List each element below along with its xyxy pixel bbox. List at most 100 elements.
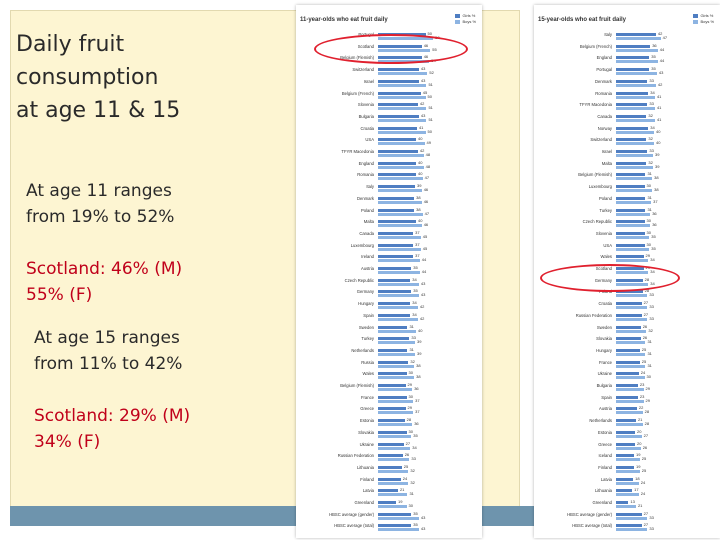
value-label: 38 xyxy=(416,206,421,212)
bar xyxy=(616,212,651,216)
value-label: 33 xyxy=(649,292,654,298)
value-label: 39 xyxy=(655,152,660,157)
bar xyxy=(378,173,416,177)
value-label: 33 xyxy=(649,101,654,107)
category-label: Spain xyxy=(363,312,374,318)
bar-row: Belgium (French) 44 36 xyxy=(534,43,720,54)
bar-row: Canada 45 37 xyxy=(296,230,482,241)
bar xyxy=(378,212,423,216)
bar xyxy=(378,208,415,212)
highlight-ring-scotland-11 xyxy=(314,34,468,64)
value-label: 32 xyxy=(410,467,415,473)
category-label: Malta xyxy=(363,219,374,225)
category-label: Lithuania xyxy=(595,488,612,494)
value-label: 18 xyxy=(635,475,640,481)
bar-row: Luxembourg 45 37 xyxy=(296,242,482,253)
value-label: 40 xyxy=(656,140,661,146)
value-label: 39 xyxy=(655,163,660,169)
value-label: 43 xyxy=(658,70,664,76)
category-label: Ukraine xyxy=(359,441,374,447)
value-label: 46 xyxy=(423,187,429,193)
value-label: 31 xyxy=(647,206,652,212)
value-label: 40 xyxy=(418,136,423,142)
value-label: 43 xyxy=(420,280,426,286)
bar xyxy=(378,372,407,376)
age-15-range: At age 15 ranges from 11% to 42% xyxy=(34,328,183,374)
bar xyxy=(378,118,427,122)
value-label: 40 xyxy=(418,159,423,165)
category-label: Croatia xyxy=(598,301,613,307)
bar xyxy=(378,501,397,504)
bar xyxy=(378,220,416,224)
bar-row: Ireland 44 37 xyxy=(296,253,482,264)
value-label: 35 xyxy=(413,522,418,528)
bar-row: Turkey 39 33 xyxy=(296,335,482,346)
bar xyxy=(378,224,422,228)
value-label: 52 xyxy=(429,70,434,76)
bar-row: France 31 25 xyxy=(534,359,720,370)
bar xyxy=(616,231,645,235)
category-label: Hungary xyxy=(358,301,374,307)
bar-row: Spain 29 23 xyxy=(534,394,720,405)
bar-row: USA 49 40 xyxy=(296,136,482,147)
bar-row: HBSC average (gender) 33 27 xyxy=(534,511,720,522)
bar xyxy=(616,56,650,60)
bar xyxy=(616,224,651,228)
category-label: Poland xyxy=(598,195,612,201)
bar xyxy=(616,243,645,247)
bar-row: Russia 38 32 xyxy=(296,359,482,370)
bar xyxy=(378,306,418,310)
bar-row: Sweden 40 31 xyxy=(296,324,482,335)
category-label: Germany xyxy=(356,289,374,295)
bar xyxy=(616,83,656,87)
bar xyxy=(616,60,658,64)
value-label: 42 xyxy=(657,31,663,36)
bar xyxy=(616,376,645,380)
value-label: 19 xyxy=(398,499,403,504)
bar xyxy=(378,72,428,76)
category-label: Slovenia xyxy=(595,230,612,236)
category-label: Estonia xyxy=(598,429,612,435)
bar-row: Malta 46 40 xyxy=(296,218,482,229)
bar xyxy=(378,399,414,403)
value-label: 42 xyxy=(419,148,425,153)
value-label: 28 xyxy=(644,421,650,427)
bar-row: Hungary 31 25 xyxy=(534,347,720,358)
bar-row: Italy 47 42 xyxy=(534,31,720,42)
bar xyxy=(378,528,419,532)
bar xyxy=(378,458,410,462)
bar xyxy=(616,419,636,423)
bar-row: Estonia 36 28 xyxy=(296,417,482,428)
bar-row: Czech Republic 36 30 xyxy=(534,218,720,229)
bar xyxy=(378,430,407,434)
category-label: Canada xyxy=(597,113,612,119)
category-label: Luxembourg xyxy=(350,242,374,248)
bar xyxy=(378,352,416,356)
bar-row: Finland 32 24 xyxy=(296,476,482,487)
value-label: 46 xyxy=(423,198,429,204)
bar-row: Canada 41 32 xyxy=(534,113,720,124)
bar xyxy=(378,91,421,95)
bar xyxy=(378,68,419,72)
bar xyxy=(616,247,650,251)
legend-item: Boys % xyxy=(455,19,476,25)
bar-row: Romania 47 40 xyxy=(296,171,482,182)
bar-row: Belgium (Flemish) 38 31 xyxy=(534,171,720,182)
bar xyxy=(616,259,649,263)
bar xyxy=(378,95,426,99)
value-label: 31 xyxy=(409,323,414,329)
bar xyxy=(616,154,654,157)
bar-row: Belgium (Flemish) 36 29 xyxy=(296,382,482,393)
bar xyxy=(616,165,654,169)
category-label: Netherlands xyxy=(351,347,374,353)
bar-row: Czech Republic 43 34 xyxy=(296,277,482,288)
bar xyxy=(616,469,640,473)
value-label: 38 xyxy=(654,187,659,193)
value-label: 33 xyxy=(649,304,654,310)
bar xyxy=(378,337,410,341)
value-label: 28 xyxy=(644,288,650,294)
category-label: Greenland xyxy=(354,500,374,505)
bar xyxy=(378,325,408,329)
bar xyxy=(616,430,635,434)
bar xyxy=(378,196,415,200)
